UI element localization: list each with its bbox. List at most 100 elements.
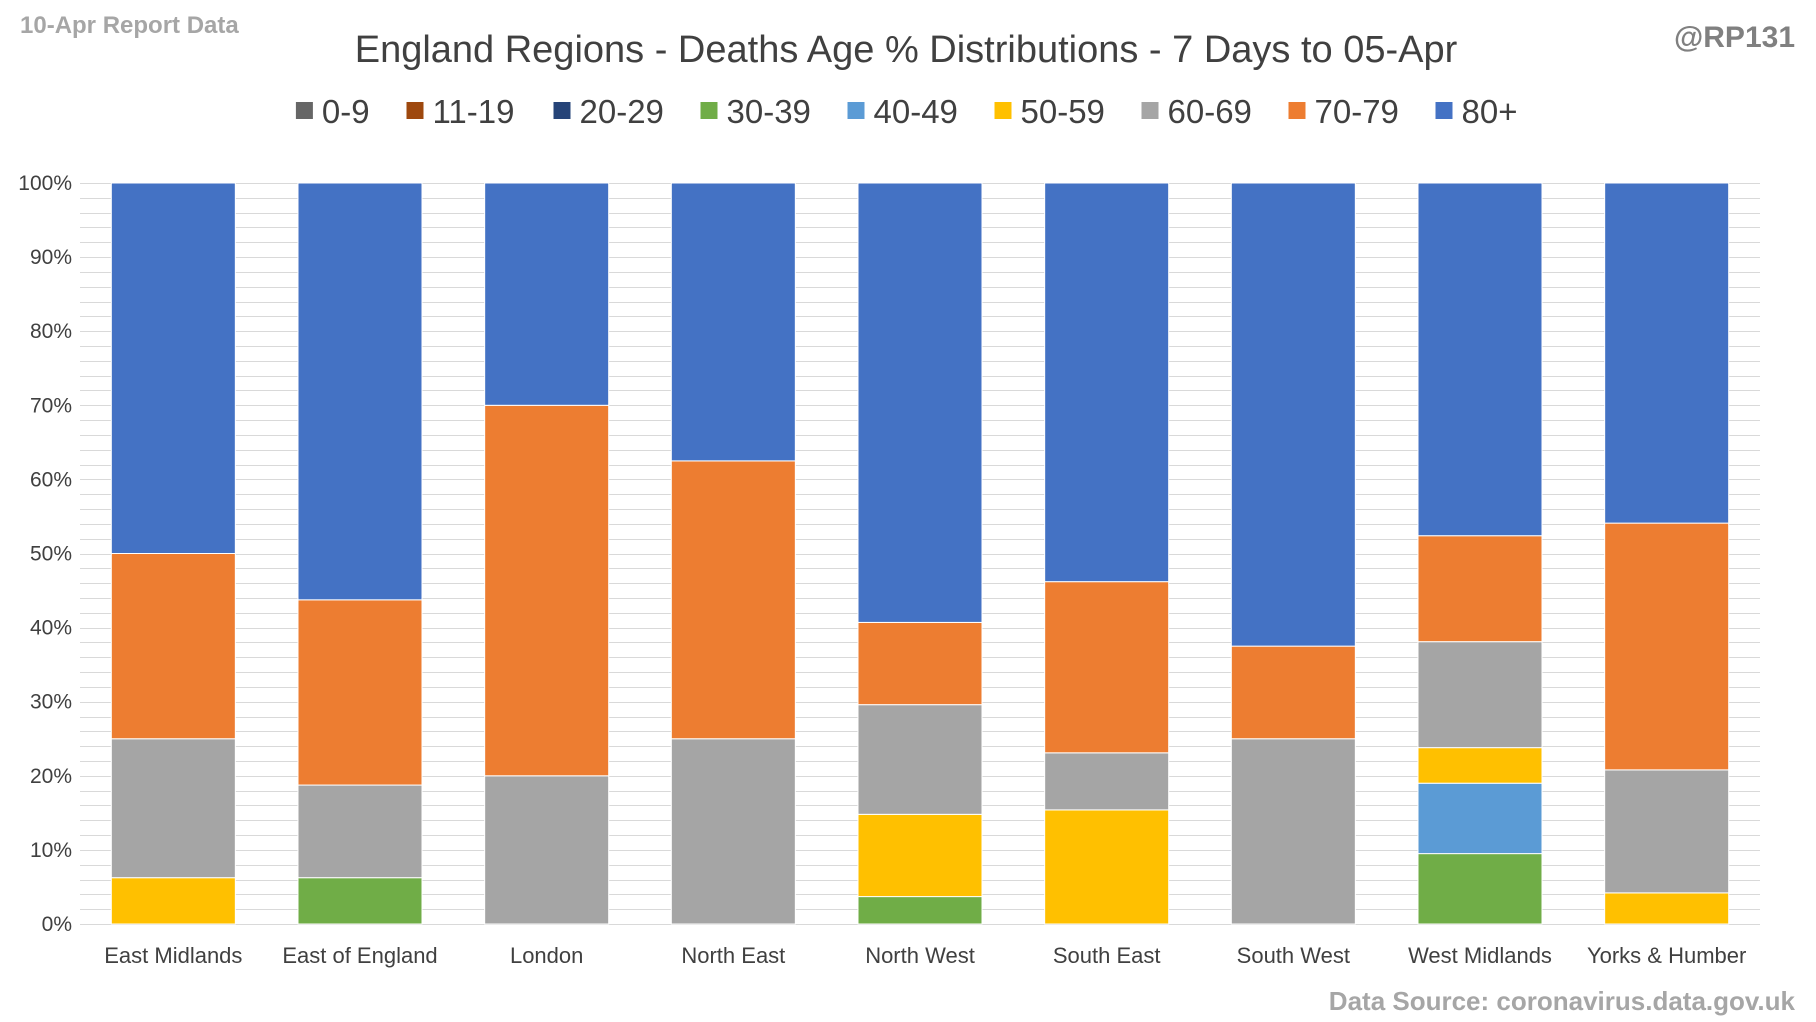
bar-segment	[857, 182, 983, 623]
legend-swatch	[295, 102, 313, 119]
category-label: East of England	[282, 943, 437, 968]
y-tick-label: 50%	[30, 543, 72, 566]
bar-segment	[857, 704, 983, 815]
bar-segment	[1230, 182, 1356, 647]
legend-item: 70-79	[1288, 93, 1399, 130]
bars	[110, 182, 1730, 925]
author-label: @RP131	[1674, 21, 1795, 54]
y-tick-label: 90%	[30, 246, 72, 269]
legend-item: 80+	[1435, 93, 1518, 130]
report-label: 10-Apr Report Data	[20, 12, 239, 39]
bar-segment	[1604, 182, 1730, 524]
bar-segment	[110, 877, 236, 925]
bar-segment	[1417, 782, 1543, 855]
y-tick-label: 60%	[30, 468, 72, 491]
legend: 0-9 11-19 20-29 30-39 40-49 50-59 60-69 70-79 80…	[295, 93, 1518, 130]
bar-segment	[1230, 645, 1356, 740]
bar-stack	[670, 182, 796, 925]
bar-segment	[1604, 892, 1730, 925]
category-label: South West	[1237, 943, 1350, 968]
bar-stack	[1230, 182, 1356, 925]
legend-item: 60-69	[1141, 93, 1252, 130]
y-tick-label: 70%	[30, 394, 72, 417]
y-tick-label: 100%	[18, 172, 72, 195]
y-tick-label: 10%	[30, 839, 72, 862]
bar-segment	[297, 784, 423, 879]
category-label: West Midlands	[1408, 943, 1552, 968]
legend-swatch	[700, 102, 718, 119]
legend-item: 20-29	[553, 93, 664, 130]
category-label: Yorks & Humber	[1587, 943, 1746, 968]
bar-segment	[1417, 641, 1543, 749]
bar-segment	[857, 813, 983, 898]
bar-segment	[1417, 747, 1543, 784]
legend-item: 40-49	[847, 93, 958, 130]
category-label: London	[510, 943, 583, 968]
legend-label: 11-19	[433, 93, 515, 130]
bar-segment	[670, 182, 796, 462]
legend-label: 80+	[1462, 93, 1518, 130]
bar-segment	[1604, 522, 1730, 771]
bar-segment	[110, 738, 236, 879]
legend-swatch	[847, 102, 865, 119]
bar-segment	[670, 460, 796, 740]
legend-label: 70-79	[1315, 93, 1399, 130]
bar-segment	[110, 182, 236, 554]
legend-item: 50-59	[994, 93, 1105, 130]
bar-segment	[1044, 809, 1170, 925]
bar-stack	[1417, 182, 1543, 925]
legend-item: 11-19	[406, 93, 515, 130]
y-tick-label: 30%	[30, 691, 72, 714]
y-axis-ticks: 0% 10% 20% 30% 40% 50% 60% 70% 80% 90% 100%	[18, 172, 72, 936]
y-tick-label: 80%	[30, 320, 72, 343]
bar-stack	[297, 182, 423, 925]
bar-stack	[110, 182, 236, 925]
legend-swatch	[994, 102, 1012, 119]
bar-segment	[484, 182, 610, 406]
bar-segment	[1044, 581, 1170, 754]
bar-stack	[1044, 182, 1170, 925]
bar-stack	[484, 182, 610, 925]
bar-segment	[484, 404, 610, 777]
chart-title: England Regions - Deaths Age % Distribut…	[355, 29, 1458, 71]
legend-item: 30-39	[700, 93, 811, 130]
bar-segment	[1417, 853, 1543, 925]
x-axis-categories: East Midlands East of England London North …	[104, 943, 1746, 968]
category-label: East Midlands	[104, 943, 242, 968]
y-tick-label: 0%	[42, 913, 72, 936]
legend-swatch	[1141, 102, 1159, 119]
bar-stack	[857, 182, 983, 925]
bar-segment	[1417, 535, 1543, 643]
bar-segment	[1417, 182, 1543, 537]
legend-swatch	[553, 102, 571, 119]
bar-segment	[1604, 769, 1730, 894]
legend-label: 30-39	[727, 93, 811, 130]
legend-label: 20-29	[580, 93, 664, 130]
legend-item: 0-9	[295, 93, 370, 130]
legend-label: 40-49	[874, 93, 958, 130]
legend-label: 0-9	[322, 93, 370, 130]
category-label: South East	[1053, 943, 1161, 968]
legend-swatch	[406, 102, 424, 119]
bar-segment	[670, 738, 796, 925]
bar-segment	[110, 553, 236, 740]
bar-stack	[1604, 182, 1730, 925]
legend-swatch	[1288, 102, 1306, 119]
legend-label: 60-69	[1168, 93, 1252, 130]
bar-segment	[297, 599, 423, 786]
bar-segment	[1044, 182, 1170, 583]
category-label: North West	[865, 943, 975, 968]
legend-label: 50-59	[1021, 93, 1105, 130]
bar-segment	[1230, 738, 1356, 925]
y-tick-label: 20%	[30, 765, 72, 788]
bar-segment	[1044, 752, 1170, 811]
bar-segment	[857, 896, 983, 925]
bar-segment	[297, 182, 423, 601]
bar-segment	[297, 877, 423, 925]
legend-swatch	[1435, 102, 1453, 119]
category-label: North East	[681, 943, 785, 968]
y-tick-label: 40%	[30, 617, 72, 640]
bar-segment	[484, 775, 610, 925]
